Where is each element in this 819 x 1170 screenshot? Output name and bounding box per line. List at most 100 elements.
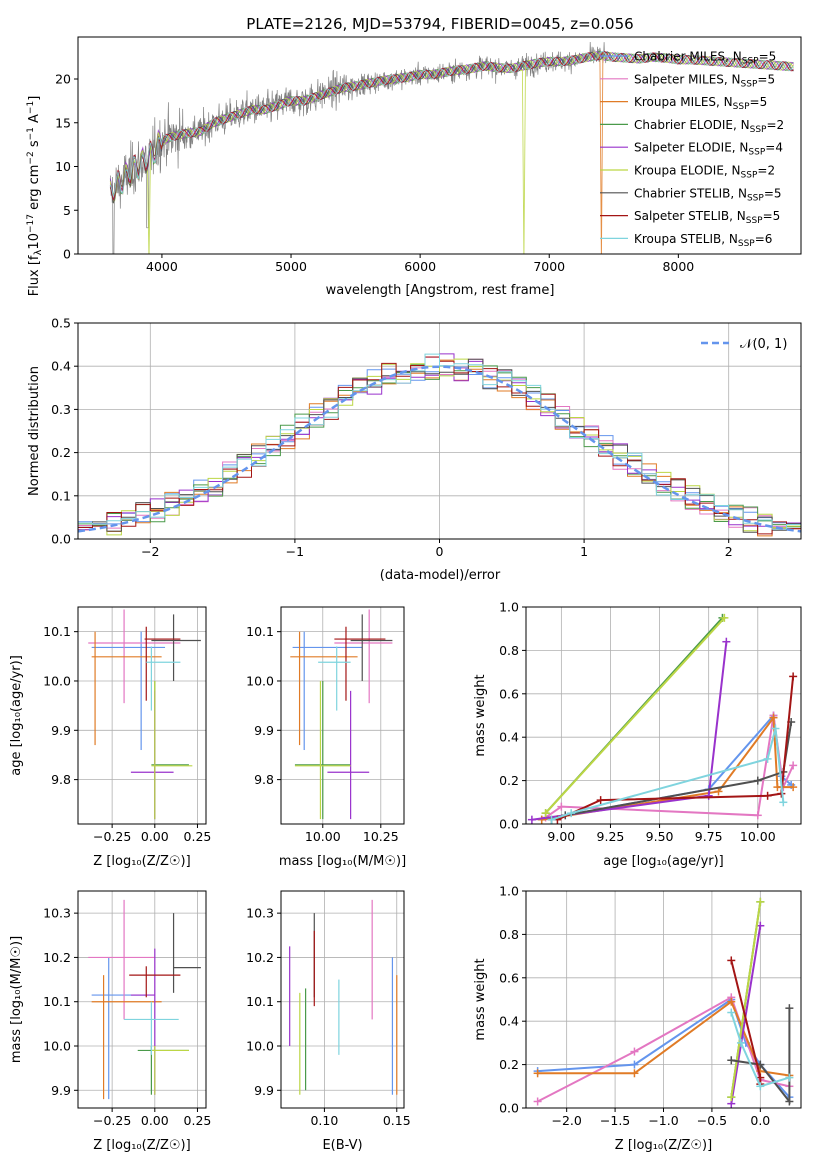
x-axis-label: age [log₁₀(age/yr)]	[603, 854, 724, 869]
x-tick-label: 9.25	[597, 829, 625, 844]
y-tick-label: 9.8	[254, 772, 274, 787]
legend-label: Chabrier MILES, NSSP=5	[634, 50, 776, 67]
y-tick-label: 0.2	[51, 445, 71, 460]
legend-label: Salpeter ELODIE, NSSP=4	[634, 141, 783, 158]
x-tick-label: 0.15	[383, 1113, 411, 1128]
y-tick-label: 9.9	[254, 1083, 274, 1098]
x-tick-label: 0	[436, 544, 444, 559]
y-tick-label: 9.9	[51, 723, 71, 738]
x-tick-label: 10.00	[740, 829, 776, 844]
axes-frame	[77, 606, 207, 825]
x-tick-label: 0.00	[141, 1113, 169, 1128]
x-axis-label: Z [log₁₀(Z/Z☉)]	[93, 1138, 190, 1153]
x-tick-label: 1	[580, 544, 588, 559]
model-spectrum-purple	[109, 51, 794, 200]
y-tick-label: 0.6	[499, 970, 519, 985]
x-tick-label: 5000	[275, 259, 307, 274]
x-tick-label: −1.5	[600, 1113, 630, 1128]
x-tick-label: 9.50	[646, 829, 674, 844]
weight-line-pink	[545, 715, 795, 819]
weight-lines	[527, 613, 798, 824]
weight-line-blue	[541, 713, 792, 821]
x-axis-label: Z [log₁₀(Z/Z☉)]	[615, 1138, 712, 1153]
y-tick-label: 10.1	[246, 994, 274, 1009]
x-tick-label: 0.25	[184, 1113, 212, 1128]
model-spectrum-red	[109, 50, 794, 201]
weight-line-purple	[730, 925, 762, 1104]
observed-spectrum	[109, 41, 608, 254]
residual-ylabel: Normed distribution	[27, 366, 42, 496]
x-tick-label: −1.0	[648, 1113, 678, 1128]
y-tick-label: 0.1	[51, 488, 71, 503]
model-spectrum-cyan	[109, 50, 794, 198]
weight-line-yellow	[730, 901, 762, 1098]
y-tick-label: 1.0	[499, 884, 519, 899]
y-tick-label: 10.1	[43, 994, 71, 1009]
histogram-dark	[78, 358, 801, 533]
y-tick-label: 10.0	[246, 1039, 274, 1054]
crosses	[88, 899, 201, 1100]
axes-frame	[525, 890, 802, 1109]
axes-frame	[280, 890, 405, 1109]
x-tick-label: −2	[141, 544, 159, 559]
legend-label: 𝒩(0, 1)	[740, 337, 787, 352]
histogram-cyan	[78, 353, 801, 530]
y-tick-label: 10.0	[246, 673, 274, 688]
y-tick-label: 0.8	[499, 927, 519, 942]
spectrum-panel: 4000 5000 6000 7000 8000 0 5 10 15 20 wavelength […	[26, 36, 802, 298]
x-tick-label: −2.0	[551, 1113, 581, 1128]
spectrum-lines	[109, 41, 794, 254]
weight-vs-Z-panel: −2.0 −1.5 −1.0 −0.5 0.0 0.0 0.2 0.4 0.6 0.8 1.0 Z […	[473, 884, 802, 1153]
y-tick-label: 9.9	[51, 1083, 71, 1098]
weight-vs-age-panel: 9.00 9.25 9.50 9.75 10.00 0.0 0.2 0.4 0.6 0.8 1.0 a…	[473, 600, 802, 869]
x-tick-label: 0.0	[750, 1113, 770, 1128]
weight-lines	[533, 897, 794, 1108]
x-tick-label: 4000	[146, 259, 178, 274]
y-tick-label: 0.2	[499, 1057, 519, 1072]
y-tick-label: 0.4	[51, 359, 71, 374]
x-tick-label: −0.25	[93, 829, 131, 844]
y-axis-label: mass [log₁₀(M/M☉)]	[9, 936, 24, 1063]
crosses	[88, 609, 201, 820]
figure-title: PLATE=2126, MJD=53794, FIBERID=0045, z=0…	[246, 15, 633, 33]
y-tick-label: 10.0	[43, 1039, 71, 1054]
legend-label: Kroupa ELODIE, NSSP=2	[634, 164, 775, 181]
y-tick-label: 10.1	[43, 624, 71, 639]
gaussian-curve	[78, 365, 801, 533]
mass-vs-Z-panel: −0.25 0.00 0.25 9.9 10.0 10.1 10.2 10.3 Z [log₁₀…	[9, 890, 212, 1153]
legend-label: Salpeter MILES, NSSP=5	[634, 72, 775, 89]
y-tick-label: 0.0	[499, 1101, 519, 1116]
x-tick-label: 0.10	[310, 1113, 338, 1128]
x-axis-label: Z [log₁₀(Z/Z☉)]	[93, 854, 190, 869]
x-tick-label: 2	[725, 544, 733, 559]
x-tick-label: −0.5	[697, 1113, 727, 1128]
y-axis-label: age [log₁₀(age/yr)]	[9, 655, 24, 776]
crosses	[290, 609, 393, 820]
residual-xlabel: (data-model)/error	[380, 568, 501, 583]
legend-label: Kroupa MILES, NSSP=5	[634, 95, 767, 112]
y-tick-label: 1.0	[499, 600, 519, 615]
y-axis-label: mass weight	[473, 674, 488, 756]
y-tick-label: 9.8	[51, 772, 71, 787]
x-tick-label: 6000	[404, 259, 436, 274]
x-tick-label: 10.25	[363, 829, 399, 844]
mass-vs-EBV-panel: 0.10 0.15 9.9 10.0 10.1 10.2 10.3 E(B-V)	[246, 890, 411, 1153]
x-tick-label: 8000	[662, 259, 694, 274]
y-tick-label: 10.3	[246, 906, 274, 921]
weight-line-yellow	[544, 617, 726, 814]
axes-frame	[280, 606, 405, 825]
y-tick-label: 0.4	[499, 1014, 519, 1029]
y-tick-label: 15	[55, 115, 71, 130]
y-tick-label: 10.0	[43, 673, 71, 688]
y-tick-label: 0.8	[499, 643, 519, 658]
y-tick-label: 10.3	[43, 906, 71, 921]
x-tick-label: 9.75	[695, 829, 723, 844]
legend-label: Salpeter STELIB, NSSP=5	[634, 209, 780, 226]
x-tick-label: −0.25	[93, 1113, 131, 1128]
weight-line-cyan	[730, 1012, 790, 1088]
legend-label: Kroupa STELIB, NSSP=6	[634, 232, 772, 249]
y-tick-label: 5	[63, 203, 71, 218]
x-tick-label: 0.00	[141, 829, 169, 844]
